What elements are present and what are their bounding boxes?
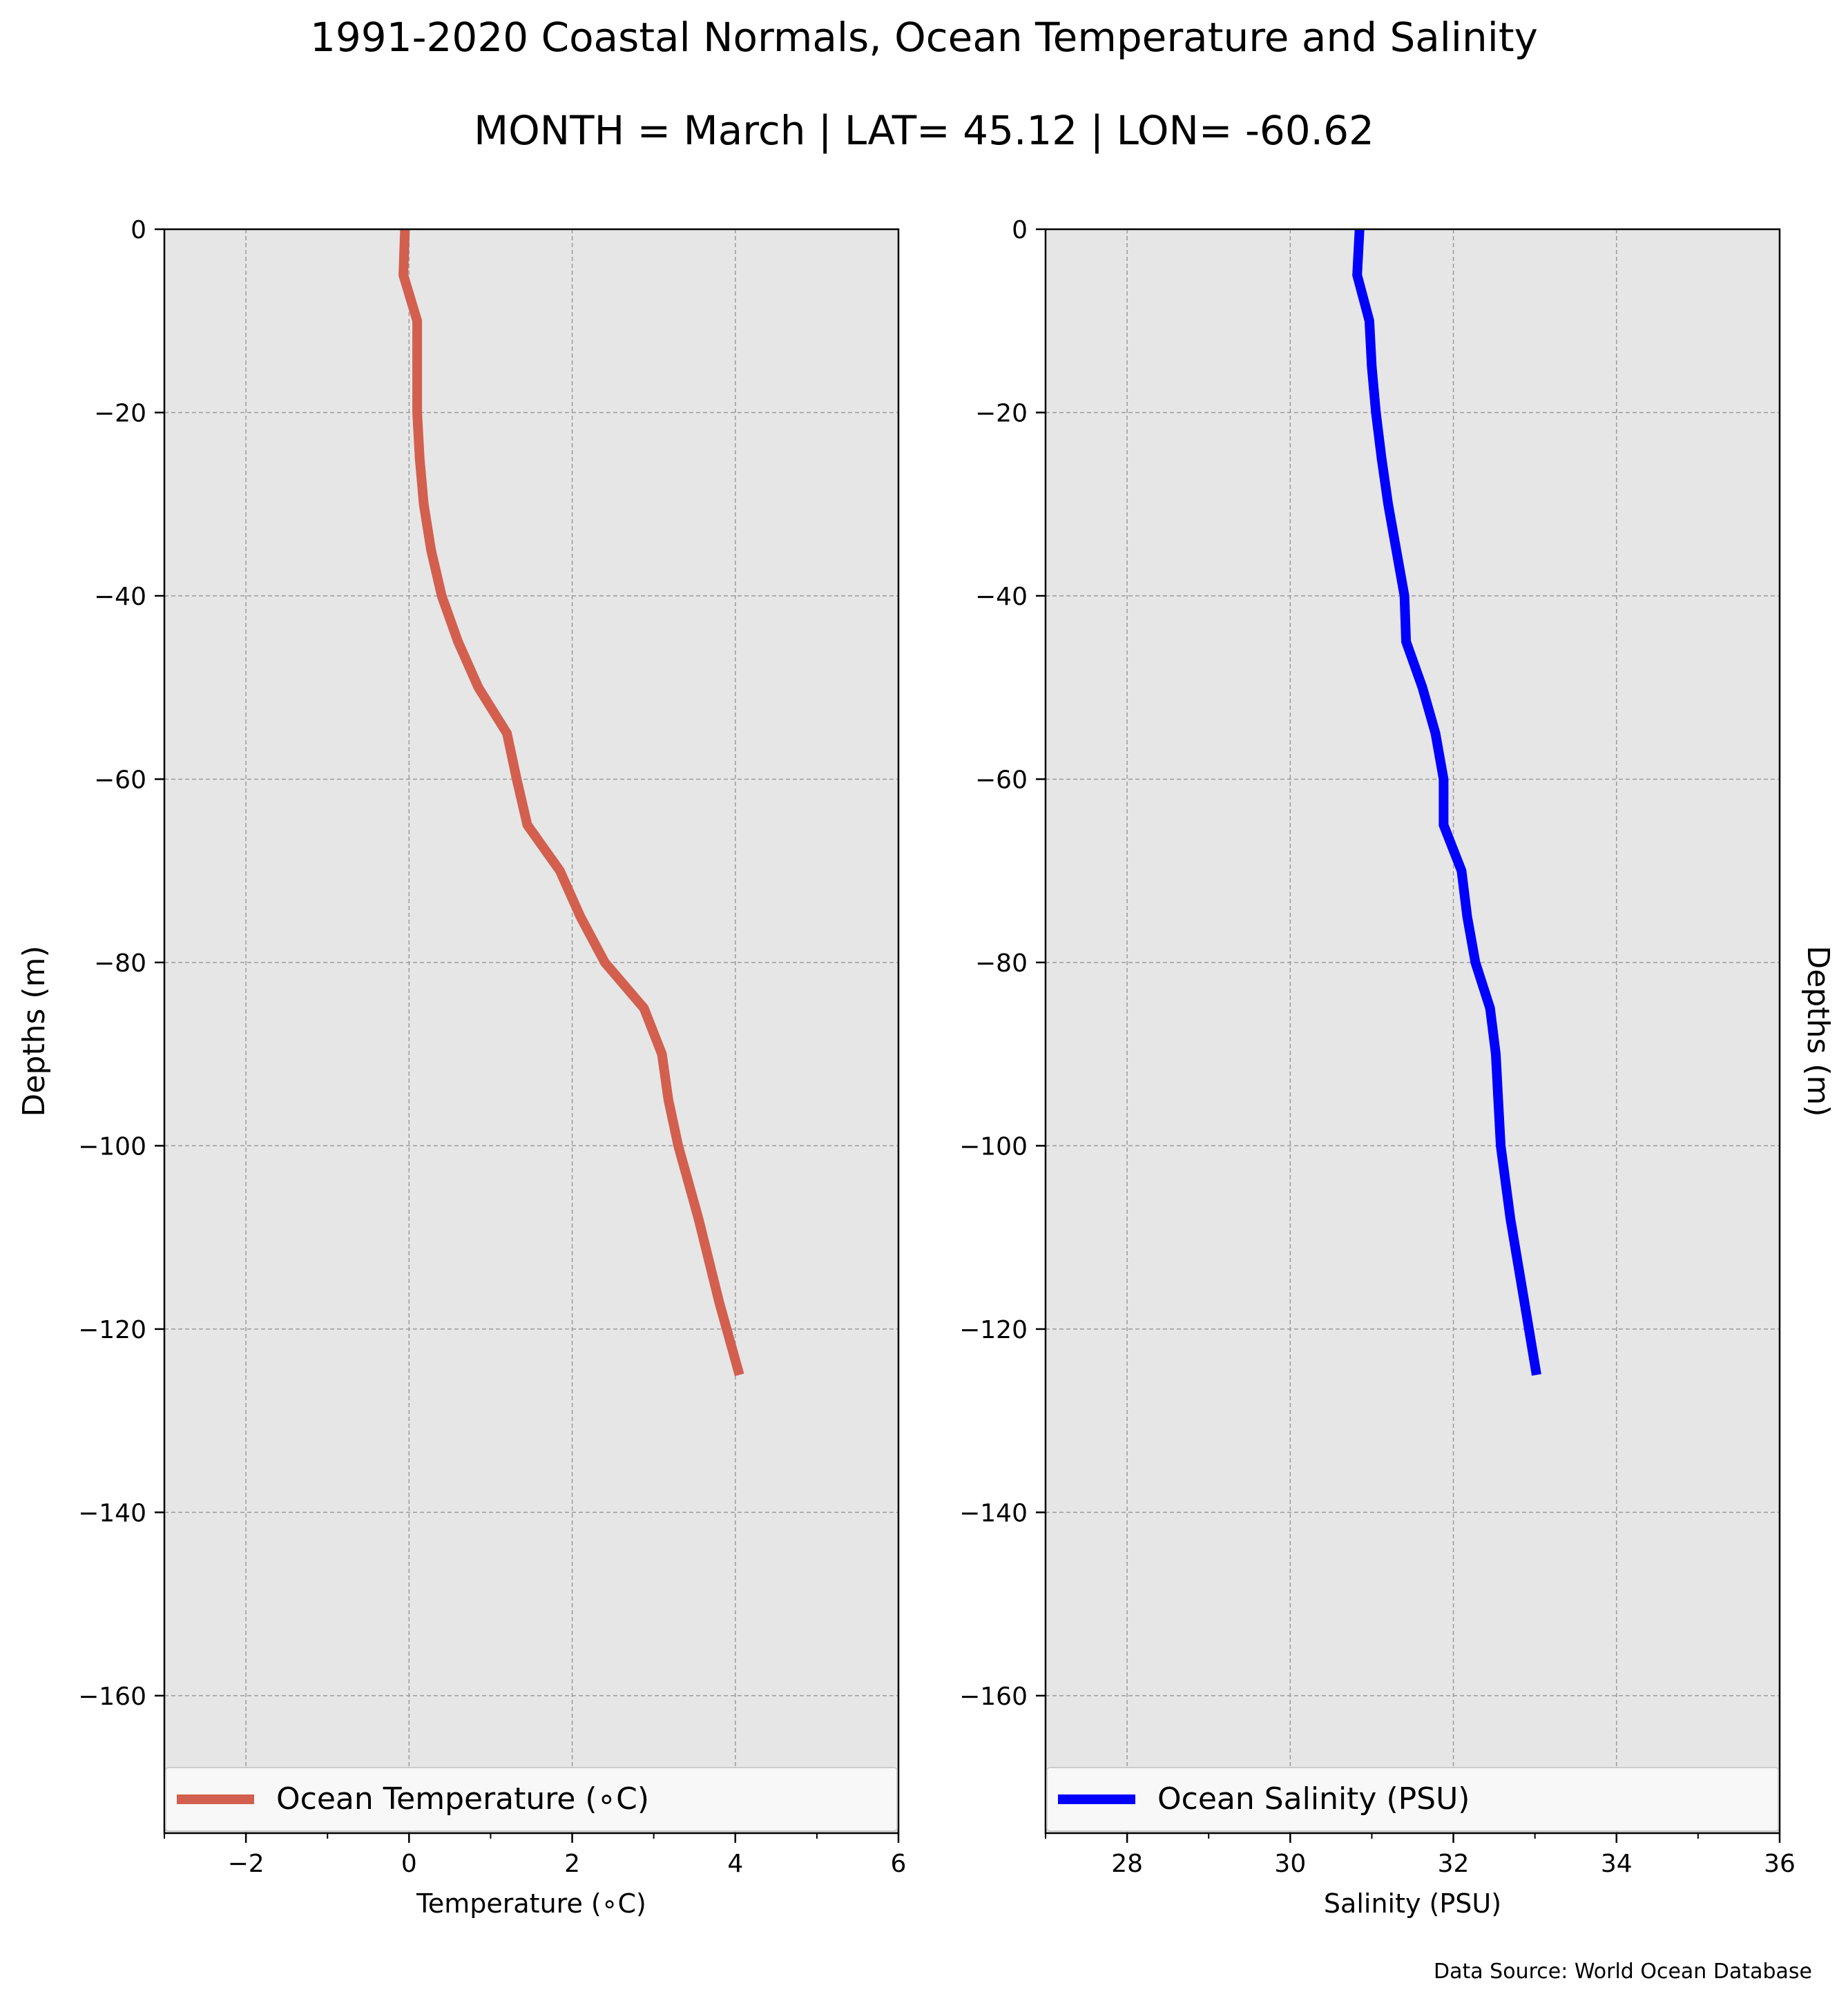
y-axis-label: Depths (m)	[1800, 945, 1836, 1116]
y-tick-label: −80	[94, 949, 146, 978]
axes-frame	[1044, 228, 1781, 1835]
legend: Ocean Temperature (∘C)	[165, 1767, 898, 1832]
x-tick-label: 6	[891, 1850, 907, 1878]
chart-subtitle: MONTH = March | LAT= 45.12 | LON= -60.62	[474, 107, 1374, 154]
y-tick-label: −100	[959, 1132, 1028, 1161]
x-tick-label: 34	[1601, 1850, 1633, 1878]
y-tick-label: −60	[94, 766, 146, 794]
x-tick-label: 28	[1111, 1850, 1143, 1878]
y-tick-label: −60	[975, 766, 1028, 794]
y-tick-label: −20	[94, 399, 146, 427]
y-tick-label: −40	[975, 583, 1028, 611]
y-tick-label: −120	[959, 1316, 1028, 1344]
y-tick-label: −80	[975, 949, 1028, 978]
series-line	[398, 229, 744, 1377]
y-tick-label: −20	[975, 399, 1028, 427]
axes-frame	[163, 228, 900, 1835]
y-tick-label: −160	[959, 1683, 1028, 1711]
x-tick-label: 36	[1764, 1850, 1796, 1878]
plot-area	[1046, 229, 1780, 1833]
x-axis-label: Salinity (PSU)	[1324, 1888, 1501, 1919]
y-axis-label: Depths (m)	[17, 945, 52, 1116]
legend-box	[1046, 1767, 1779, 1832]
x-tick-label: 2	[564, 1850, 580, 1878]
chart-panel-1: −2 0 2 4 60−20−40−60−80−100−120−140−160Tempe…	[17, 216, 906, 1919]
y-tick-label: 0	[131, 216, 146, 244]
y-tick-label: −40	[94, 583, 146, 611]
y-tick-label: −160	[78, 1683, 146, 1711]
data-source-note: Data Source: World Ocean Database	[1434, 1960, 1812, 1984]
chart-title: 1991-2020 Coastal Normals, Ocean Tempera…	[310, 14, 1538, 61]
x-tick-label: 30	[1274, 1850, 1306, 1878]
x-tick-label: 32	[1438, 1850, 1470, 1878]
y-tick-label: −100	[78, 1132, 146, 1161]
x-tick-label: 4	[727, 1850, 743, 1878]
x-tick-label: −2	[228, 1850, 264, 1878]
legend-label: Ocean Salinity (PSU)	[1157, 1781, 1470, 1817]
legend-box	[165, 1767, 898, 1832]
chart-panel-2: 28 30 32 34 36 0 −20 −40 −60 −80 −100 −120 −140 −160 S…	[959, 216, 1836, 1919]
y-tick-label: −120	[78, 1316, 146, 1344]
legend-label: Ocean Temperature (∘C)	[276, 1781, 649, 1817]
y-tick-label: 0	[1012, 216, 1028, 244]
legend: Ocean Salinity (PSU)	[1046, 1767, 1779, 1832]
y-tick-label: −140	[78, 1499, 146, 1527]
series-line	[1352, 229, 1541, 1376]
y-tick-label: −140	[959, 1499, 1028, 1527]
plot-area	[164, 229, 898, 1833]
x-tick-label: 0	[401, 1850, 417, 1878]
x-axis-label: Temperature (∘C)	[416, 1888, 646, 1919]
